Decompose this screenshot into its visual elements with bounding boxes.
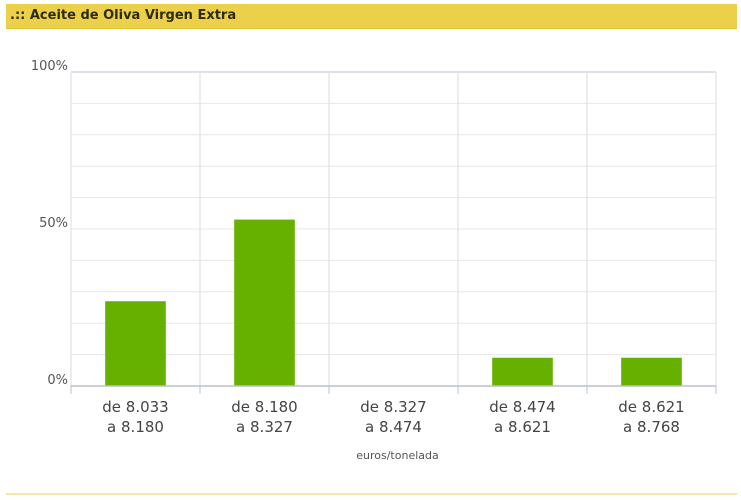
y-tick-label: 0%	[47, 373, 68, 388]
x-tick-label: de 8.327	[360, 398, 426, 416]
bar-5	[621, 357, 682, 386]
x-tick-label: a 8.327	[236, 418, 293, 436]
panel-bottom-border	[6, 493, 737, 495]
x-tick-label: de 8.180	[231, 398, 297, 416]
bar-2	[234, 219, 295, 386]
x-tick-label: a 8.768	[623, 418, 680, 436]
x-tick-label: de 8.033	[102, 398, 168, 416]
bar-1	[105, 301, 166, 386]
panel-title: .:: Aceite de Oliva Virgen Extra	[10, 8, 237, 23]
x-axis-label: euros/tonelada	[356, 449, 439, 462]
x-tick-label: de 8.474	[489, 398, 555, 416]
y-tick-label: 100%	[31, 59, 68, 74]
panel-header: .:: Aceite de Oliva Virgen Extra	[6, 4, 737, 29]
x-tick-label: a 8.474	[365, 418, 422, 436]
y-tick-label: 50%	[39, 216, 68, 231]
bar-4	[492, 357, 553, 386]
x-tick-label: de 8.621	[618, 398, 684, 416]
x-tick-label: a 8.180	[107, 418, 164, 436]
x-tick-label: a 8.621	[494, 418, 551, 436]
